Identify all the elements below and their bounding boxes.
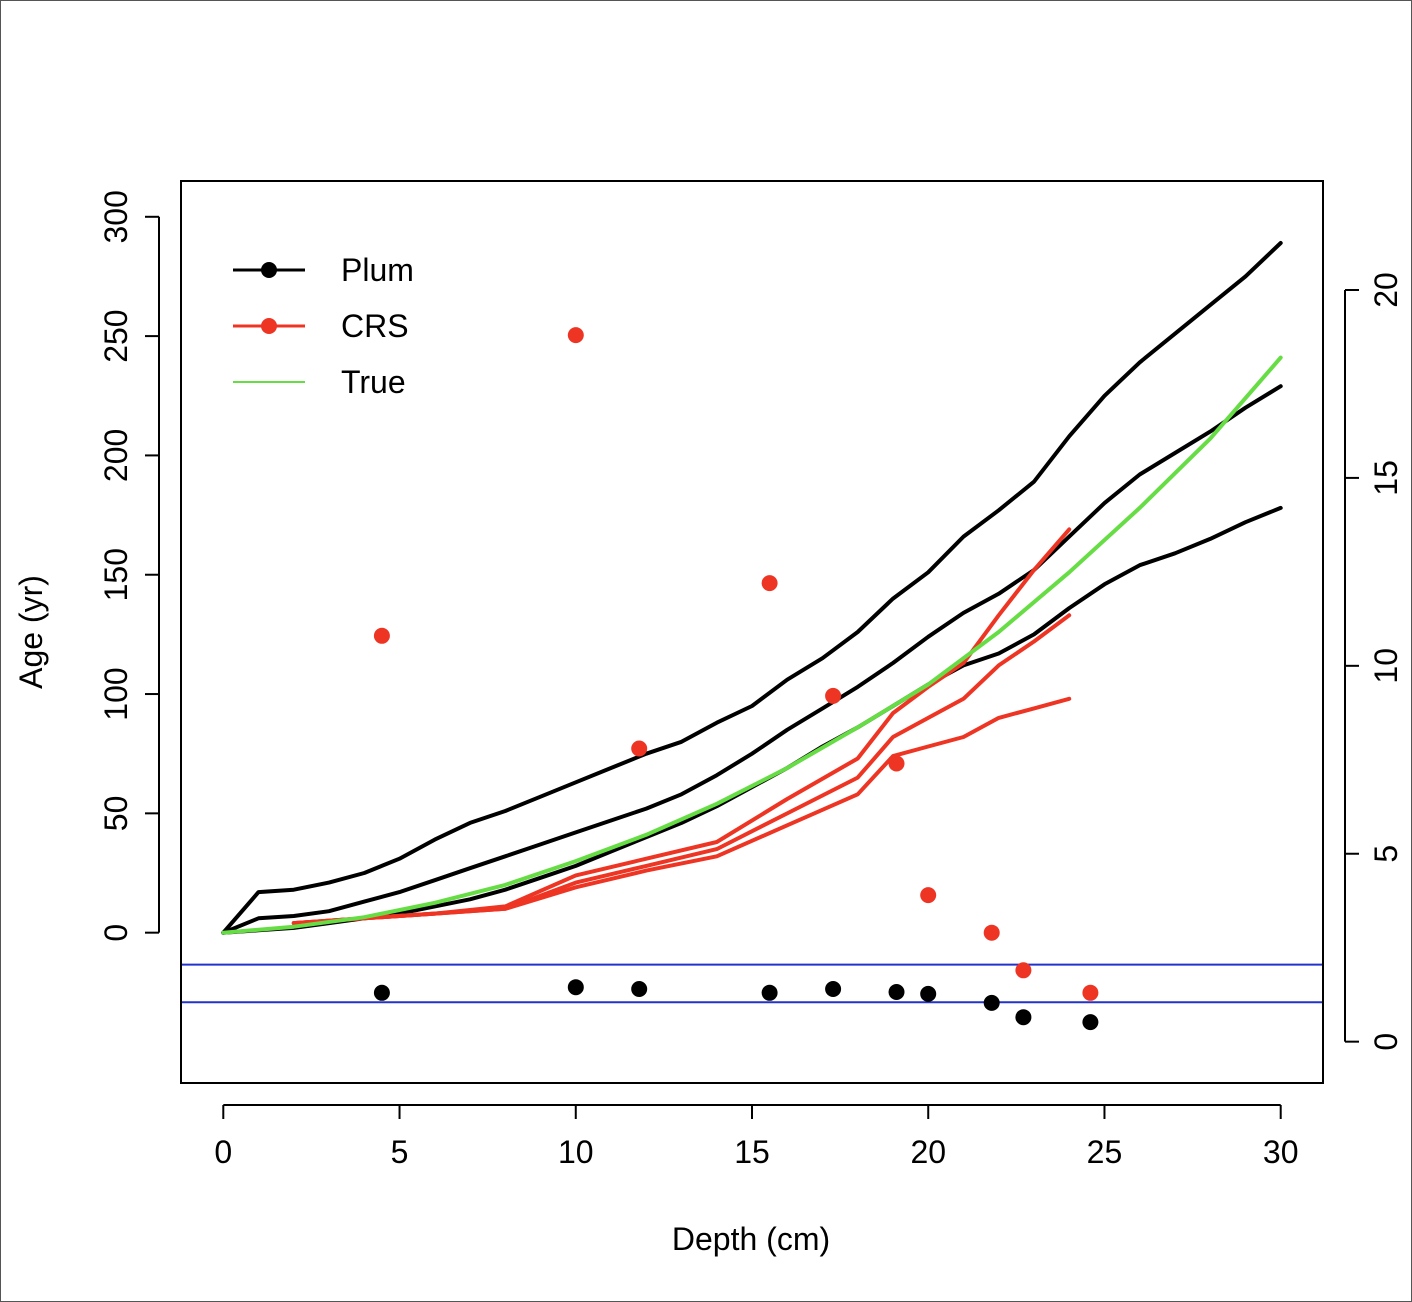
legend-label-crs: CRS	[341, 308, 409, 344]
crs-point-2	[567, 327, 584, 344]
y-tick-label-100: 100	[98, 667, 134, 720]
x-tick-label-20: 20	[910, 1134, 946, 1170]
y-tick-label-200: 200	[98, 429, 134, 482]
legend: Plum CRS True	[233, 252, 414, 400]
plum-point-10	[1082, 1014, 1099, 1031]
crs-point-1	[373, 627, 390, 644]
plum-point-7	[920, 985, 937, 1002]
y2-tick-label-15: 15	[1368, 460, 1404, 496]
legend-marker-crs	[261, 318, 277, 334]
y2-tick-label-5: 5	[1368, 845, 1404, 863]
crs-lower-line	[291, 696, 1072, 926]
plum-point-5	[825, 981, 842, 997]
y2-tick-label-10: 10	[1368, 648, 1404, 684]
legend-label-true: True	[341, 364, 406, 400]
y-tick-label-150: 150	[98, 548, 134, 601]
plot-content	[181, 241, 1323, 1031]
plum-mean-line	[221, 384, 1283, 935]
plot-frame	[180, 180, 1324, 1084]
crs-point-6	[888, 755, 905, 772]
plum-point-4	[761, 984, 778, 1001]
x-tick-label-15: 15	[734, 1134, 770, 1170]
x-tick-label-0: 0	[214, 1134, 232, 1170]
x-tick-label-25: 25	[1087, 1134, 1123, 1170]
crs-point-7	[920, 887, 937, 904]
plum-point-8	[983, 994, 1000, 1011]
legend-marker-plum	[261, 262, 277, 278]
crs-point-4	[761, 575, 778, 592]
x-tick-label-10: 10	[558, 1134, 594, 1170]
plum-point-6	[888, 984, 905, 1000]
crs-point-3	[631, 740, 648, 757]
y-axis-label: Age (yr)	[13, 575, 49, 689]
crs-point-10	[1082, 984, 1099, 1001]
crs-point-8	[983, 924, 1000, 941]
y-tick-label-0: 0	[98, 924, 134, 942]
y2-tick-label-20: 20	[1368, 272, 1404, 308]
y2-tick-label-0: 0	[1368, 1033, 1404, 1051]
plum-upper-line	[221, 241, 1283, 935]
legend-label-plum: Plum	[341, 252, 414, 288]
crs-point-5	[825, 687, 842, 704]
x-tick-label-5: 5	[391, 1134, 409, 1170]
plum-point-3	[631, 981, 648, 997]
x-axis-label: Depth (cm)	[672, 1221, 830, 1257]
y-tick-label-250: 250	[98, 309, 134, 362]
plum-point-1	[373, 984, 390, 1001]
plum-point-9	[1015, 1009, 1032, 1026]
crs-point-9	[1015, 962, 1032, 979]
true-true-line	[221, 355, 1283, 935]
x-tick-label-30: 30	[1263, 1134, 1299, 1170]
y-tick-label-50: 50	[98, 796, 134, 832]
y-tick-label-300: 300	[98, 190, 134, 243]
plum-point-2	[567, 979, 584, 996]
